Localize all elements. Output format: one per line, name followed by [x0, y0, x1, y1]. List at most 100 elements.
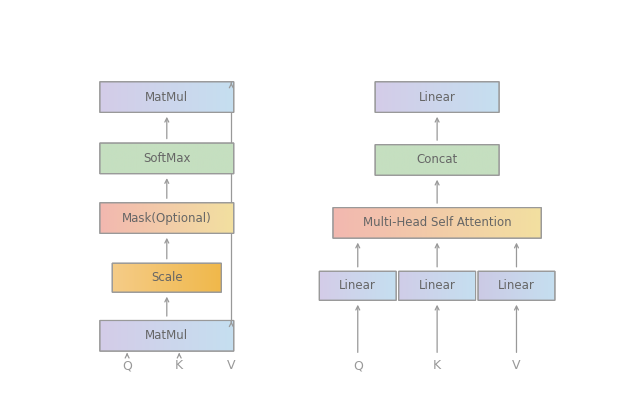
Bar	[385, 207, 387, 238]
Bar	[175, 143, 177, 174]
Bar	[218, 321, 220, 351]
Bar	[486, 207, 488, 238]
Bar	[116, 263, 117, 292]
Bar	[517, 207, 518, 238]
Bar	[394, 82, 395, 112]
Bar	[210, 82, 211, 112]
Bar	[185, 263, 186, 292]
Bar	[480, 145, 481, 175]
Bar	[429, 145, 431, 175]
Bar	[201, 321, 202, 351]
Bar	[190, 143, 191, 174]
Bar	[175, 82, 176, 112]
Bar	[223, 203, 224, 233]
Bar	[141, 263, 142, 292]
Bar	[219, 321, 220, 351]
Bar	[208, 203, 209, 233]
Bar	[182, 321, 183, 351]
Bar	[516, 207, 518, 238]
Bar	[410, 207, 412, 238]
Bar	[225, 321, 226, 351]
Bar	[390, 207, 392, 238]
Bar	[211, 143, 212, 174]
Bar	[492, 207, 493, 238]
Text: SoftMax: SoftMax	[143, 152, 191, 165]
Bar	[106, 143, 108, 174]
Bar	[506, 207, 507, 238]
Bar	[191, 203, 193, 233]
Bar	[468, 82, 470, 112]
Bar	[355, 207, 356, 238]
Bar	[145, 203, 147, 233]
Bar	[477, 207, 479, 238]
Bar	[170, 143, 171, 174]
Bar	[452, 82, 454, 112]
Bar	[207, 263, 208, 292]
Bar	[337, 207, 339, 238]
Bar	[129, 143, 130, 174]
Bar	[109, 203, 110, 233]
Bar	[118, 321, 119, 351]
Bar	[187, 143, 188, 174]
Bar	[132, 82, 133, 112]
Bar	[166, 143, 167, 174]
Bar	[152, 321, 153, 351]
Bar	[229, 203, 230, 233]
Bar	[162, 203, 163, 233]
Bar	[198, 321, 199, 351]
Bar	[179, 263, 180, 292]
Bar	[100, 321, 101, 351]
Bar	[220, 321, 221, 351]
Bar	[470, 82, 472, 112]
Bar	[334, 207, 335, 238]
Bar	[527, 207, 528, 238]
Bar	[223, 82, 224, 112]
Bar	[382, 145, 383, 175]
Bar	[127, 321, 128, 351]
Bar	[232, 143, 234, 174]
Bar	[198, 82, 199, 112]
Bar	[197, 82, 198, 112]
Bar	[196, 263, 197, 292]
Bar	[410, 82, 412, 112]
Bar	[381, 145, 382, 175]
Bar	[419, 145, 420, 175]
Bar	[227, 321, 228, 351]
Bar	[349, 207, 350, 238]
Bar	[134, 321, 136, 351]
Bar	[177, 203, 179, 233]
Bar	[204, 143, 205, 174]
Bar	[184, 82, 185, 112]
Bar	[126, 321, 127, 351]
Bar	[476, 82, 477, 112]
Bar	[104, 143, 105, 174]
Bar	[161, 321, 162, 351]
Bar	[140, 143, 141, 174]
Bar	[495, 207, 496, 238]
Bar	[174, 143, 175, 174]
Bar	[193, 82, 195, 112]
Bar	[427, 82, 428, 112]
Bar	[482, 207, 483, 238]
Bar	[204, 82, 205, 112]
Bar	[135, 203, 136, 233]
Bar	[376, 145, 377, 175]
Bar	[482, 145, 483, 175]
Bar	[102, 203, 103, 233]
Bar	[150, 82, 151, 112]
Bar	[143, 203, 144, 233]
Bar	[505, 207, 506, 238]
Bar	[168, 263, 169, 292]
Bar	[164, 321, 165, 351]
Bar	[127, 143, 128, 174]
Bar	[439, 145, 440, 175]
Bar	[162, 82, 163, 112]
Bar	[469, 207, 470, 238]
Bar	[108, 321, 109, 351]
Bar	[433, 82, 434, 112]
Bar	[219, 143, 220, 174]
Bar	[140, 321, 141, 351]
Bar	[106, 203, 108, 233]
Bar	[153, 263, 154, 292]
Bar	[454, 82, 455, 112]
